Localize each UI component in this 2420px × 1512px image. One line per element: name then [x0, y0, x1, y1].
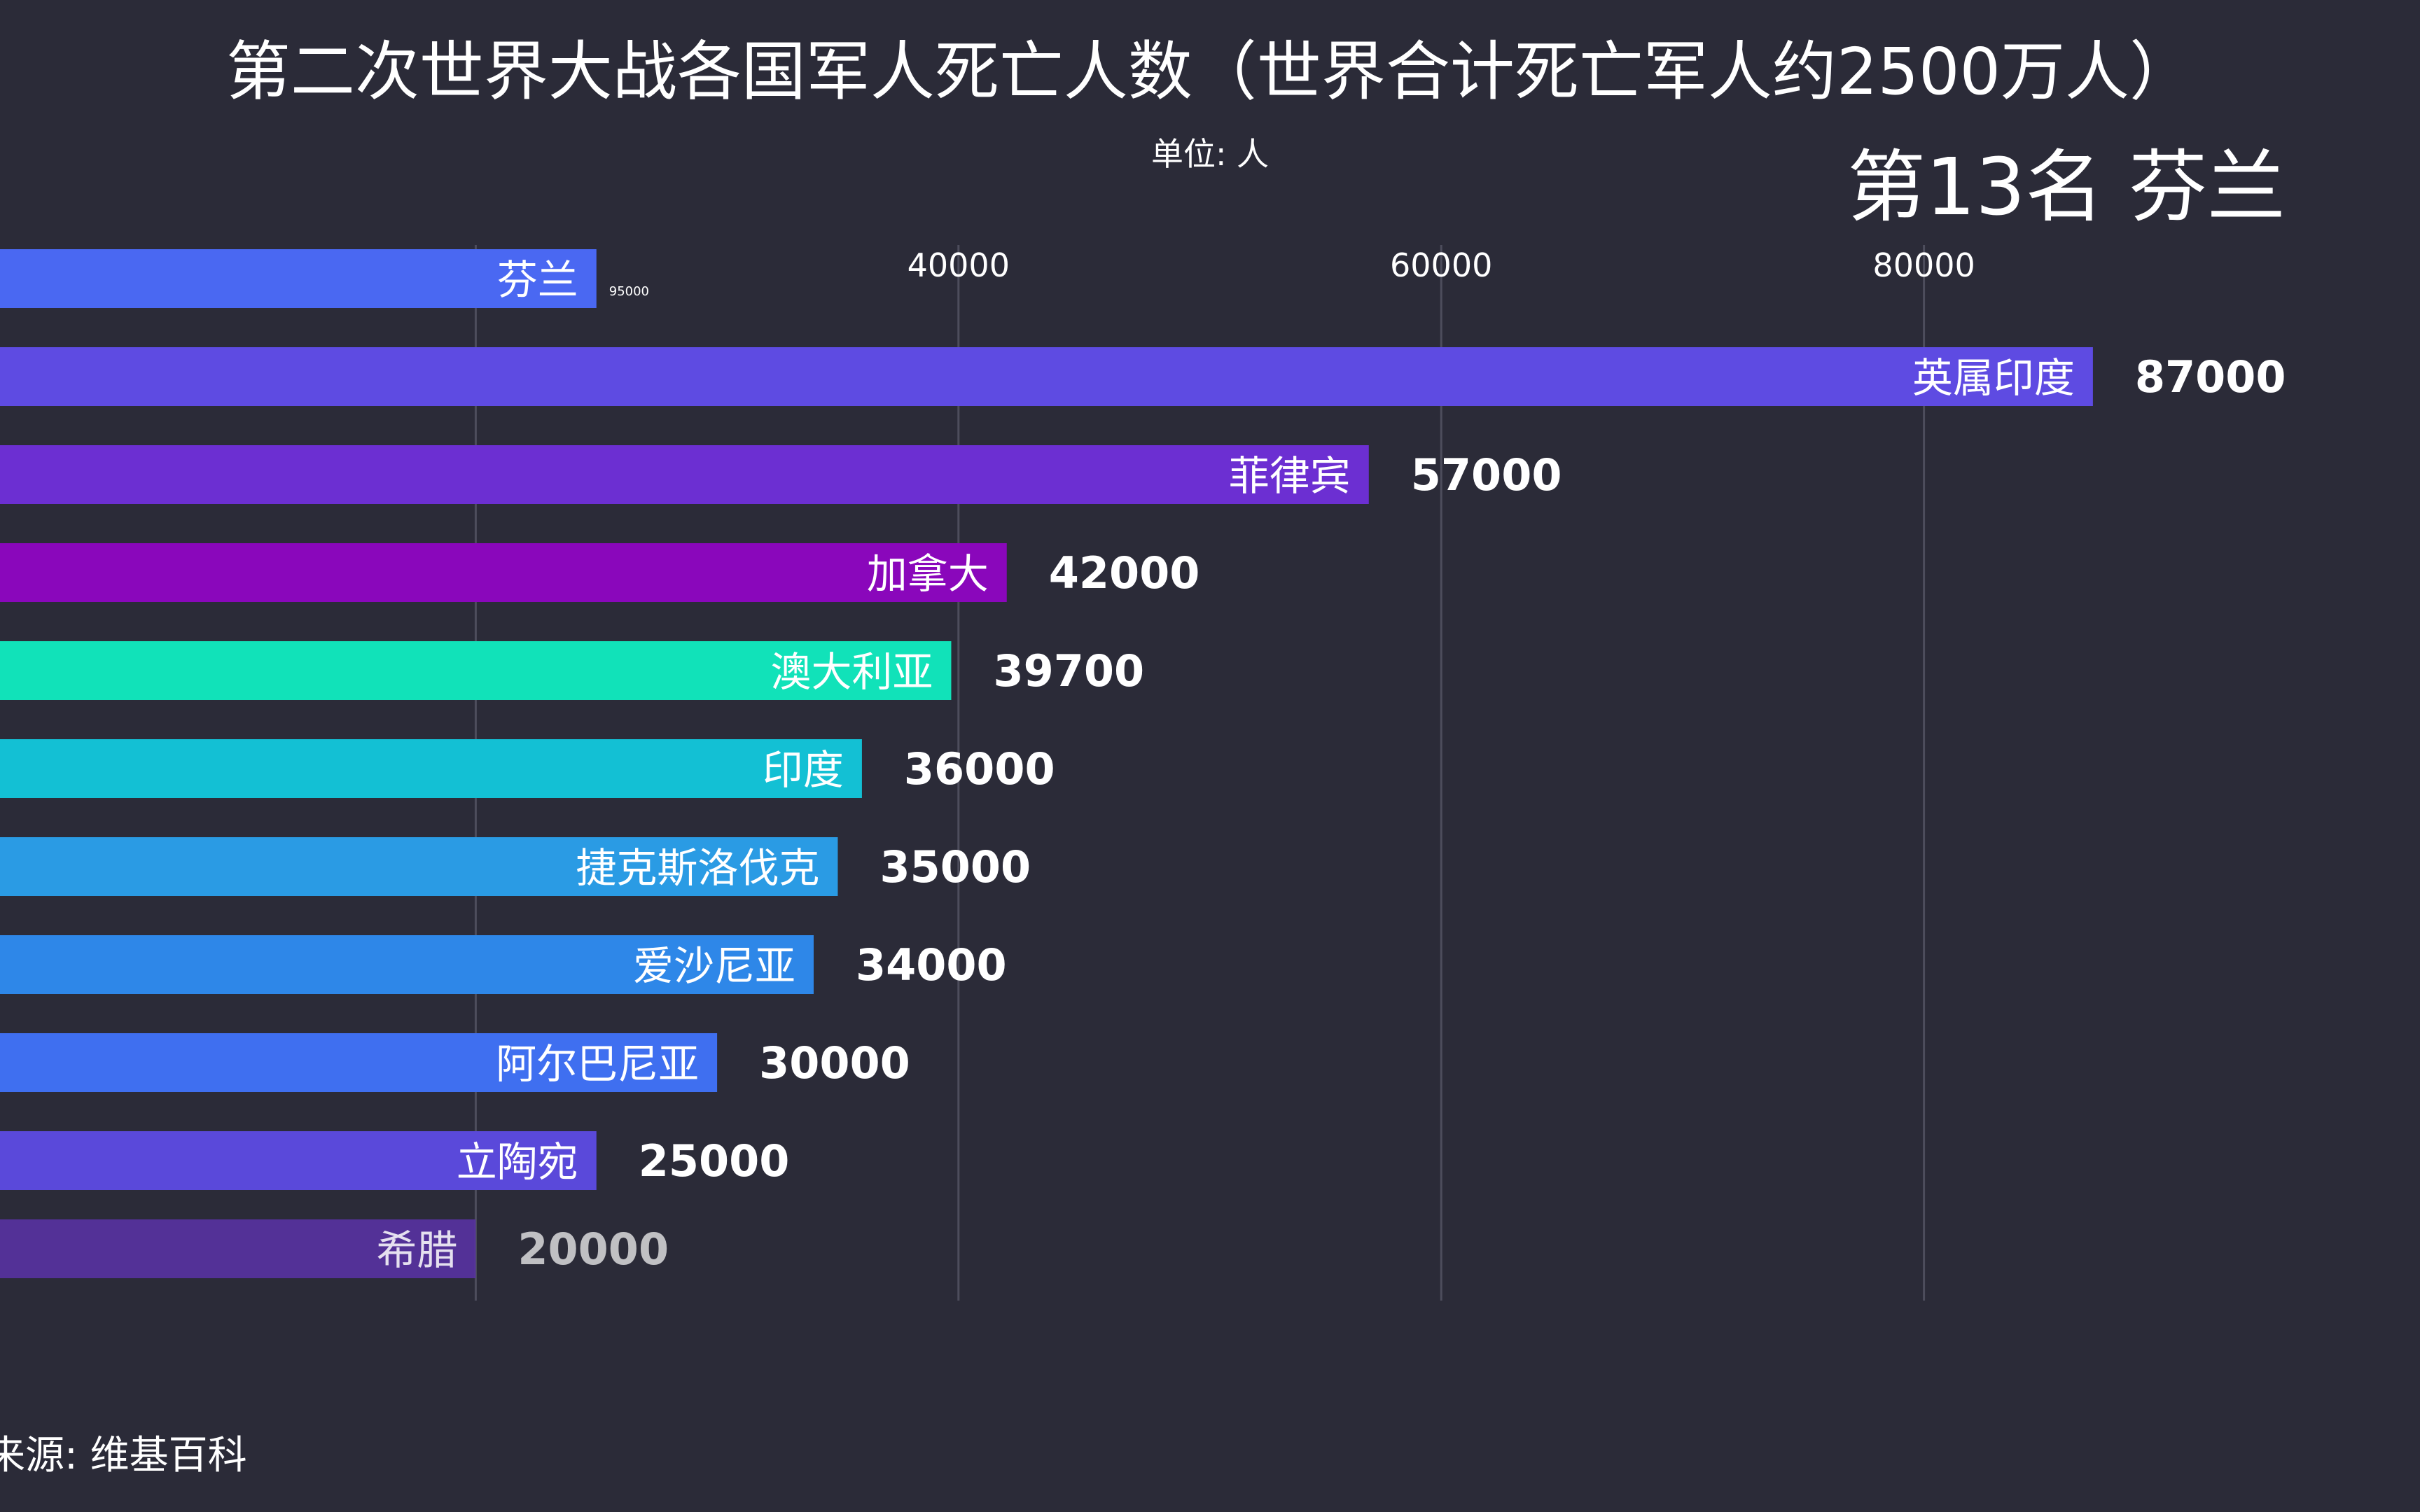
- bar-value-label: 57000: [1411, 449, 1562, 500]
- tick-layer: 40000 60000 80000: [908, 246, 1975, 284]
- x-tick-label: 80000: [1872, 246, 1975, 284]
- bar-category-label: 芬兰: [497, 256, 578, 304]
- source-label: 来源: 维基百科: [0, 1433, 247, 1478]
- bar-value-label: 35000: [879, 841, 1031, 892]
- x-tick-label: 40000: [908, 246, 1010, 284]
- bar-category-label: 希腊: [376, 1226, 457, 1274]
- grid-layer: [474, 245, 1926, 1301]
- bar-value-label: 95000: [609, 284, 649, 299]
- bar-category-label: 捷克斯洛伐克: [576, 844, 819, 892]
- bar: [0, 445, 1369, 504]
- chart-title: 第二次世界大战各国军人死亡人数（世界合计死亡军人约2500万人）: [225, 34, 2195, 109]
- bar-category-label: 澳大利亚: [770, 648, 933, 696]
- bar-value-label: 20000: [517, 1224, 669, 1275]
- bar: [0, 1219, 476, 1278]
- bar-category-label: 立陶宛: [457, 1138, 578, 1186]
- bar-value-label: 39700: [993, 645, 1144, 696]
- bar-category-label: 阿尔巴尼亚: [496, 1040, 699, 1088]
- x-tick-label: 60000: [1390, 246, 1492, 284]
- bar-value-label: 30000: [759, 1037, 910, 1088]
- bar-category-label: 菲律宾: [1229, 452, 1351, 500]
- bar-value-label: 25000: [639, 1135, 790, 1186]
- bar-value-label: 87000: [2135, 351, 2286, 402]
- bar: [0, 1131, 597, 1190]
- unit-label: 单位: 人: [1150, 135, 1270, 173]
- bar-category-label: 印度: [763, 746, 844, 794]
- bar-value-label: 36000: [904, 743, 1055, 794]
- bar-category-label: 加拿大: [867, 550, 989, 598]
- bar: [0, 249, 597, 308]
- bar-value-label: 34000: [856, 939, 1007, 990]
- bar-layer: 芬兰 95000 英属印度 87000 菲律宾 57000 加拿大 42000 澳大利亚 3970…: [0, 249, 2286, 1278]
- bar: [0, 1033, 718, 1092]
- bar: [0, 641, 952, 700]
- bar-value-label: 42000: [1049, 547, 1200, 598]
- bar: [0, 837, 838, 896]
- bar: [0, 543, 1007, 602]
- bar-category-label: 爱沙尼亚: [633, 942, 795, 990]
- bar-category-label: 英属印度: [1912, 354, 2075, 402]
- bar: [0, 935, 814, 994]
- rank-label: 第13名 芬兰: [1847, 142, 2286, 233]
- bar: [0, 347, 2093, 406]
- bar: [0, 739, 862, 798]
